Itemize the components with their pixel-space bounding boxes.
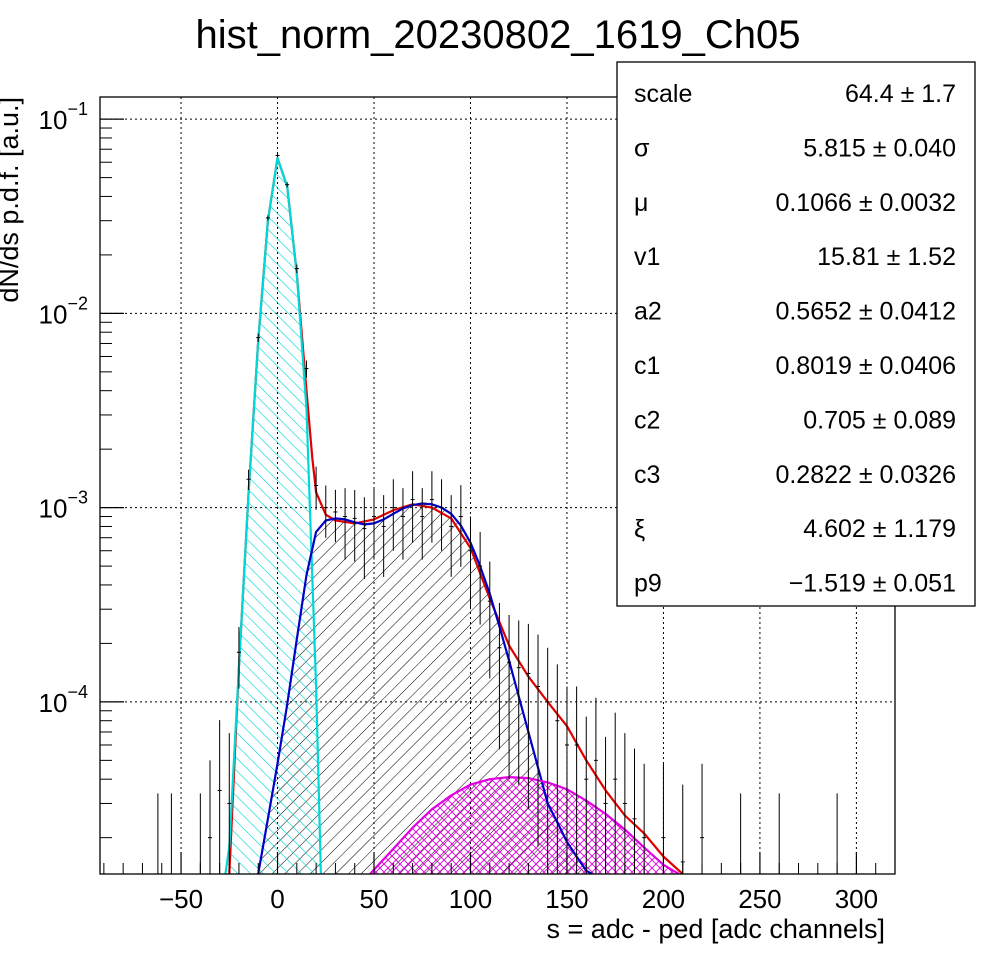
stats-param-name: c3 <box>634 461 660 489</box>
x-tick-label: 250 <box>738 884 781 914</box>
chart-title: hist_norm_20230802_1619_Ch05 <box>196 13 801 57</box>
histogram-points <box>155 153 895 874</box>
stats-param-name: scale <box>634 80 692 108</box>
x-tick-label: 0 <box>270 884 284 914</box>
x-tick-label: 100 <box>449 884 492 914</box>
stats-param-value: 15.81 ± 1.52 <box>817 243 956 271</box>
stats-param-name: c2 <box>634 406 660 434</box>
stats-param-name: μ <box>634 189 648 217</box>
stats-param-name: p9 <box>634 570 662 598</box>
stats-param-value: 0.705 ± 0.089 <box>803 406 956 434</box>
stats-box: scale 64.4 ± 1.7 σ 5.815 ± 0.040 μ 0.1066 ± 0… <box>616 61 976 607</box>
x-tick-label: 300 <box>835 884 878 914</box>
stats-param-value: 64.4 ± 1.7 <box>845 80 956 108</box>
stats-param-name: c1 <box>634 352 660 380</box>
y-tick-label: 10−3 <box>39 488 88 524</box>
y-tick-label: 10−2 <box>39 293 88 329</box>
x-tick-label: 200 <box>642 884 685 914</box>
stats-param-value: −1.519 ± 0.051 <box>789 570 956 598</box>
stats-param-name: v1 <box>634 243 660 271</box>
series-line-1 <box>224 157 322 874</box>
y-tick-label: 10−1 <box>39 99 88 135</box>
y-axis-label: dN/ds p.d.f. [a.u.] <box>0 97 24 303</box>
stats-param-name: a2 <box>634 298 662 326</box>
series-line-2 <box>257 502 593 874</box>
stats-param-value: 0.8019 ± 0.0406 <box>775 352 956 380</box>
series-fill-1 <box>225 158 321 874</box>
stats-box-frame <box>616 61 976 607</box>
stats-param-value: 0.1066 ± 0.0032 <box>775 189 956 217</box>
stats-param-value: 4.602 ± 1.179 <box>803 515 956 543</box>
x-tick-label: 50 <box>360 884 389 914</box>
y-tick-label: 10−4 <box>39 682 88 718</box>
x-tick-label: 150 <box>545 884 588 914</box>
stats-param-value: 0.5652 ± 0.0412 <box>775 298 956 326</box>
series-layer <box>224 157 684 874</box>
stats-param-value: 5.815 ± 0.040 <box>803 134 956 162</box>
axis-ticks: −50 0 50 100 150 200 250 300 10−1 10−2 10−3 10−4 <box>39 99 896 914</box>
series-fill-3 <box>370 777 679 874</box>
x-tick-label: −50 <box>159 884 203 914</box>
stats-param-name: σ <box>634 134 650 162</box>
stats-param-name: ξ <box>634 515 645 543</box>
stats-param-value: 0.2822 ± 0.0326 <box>775 461 956 489</box>
x-axis-label: s = adc - ped [adc channels] <box>547 914 885 944</box>
